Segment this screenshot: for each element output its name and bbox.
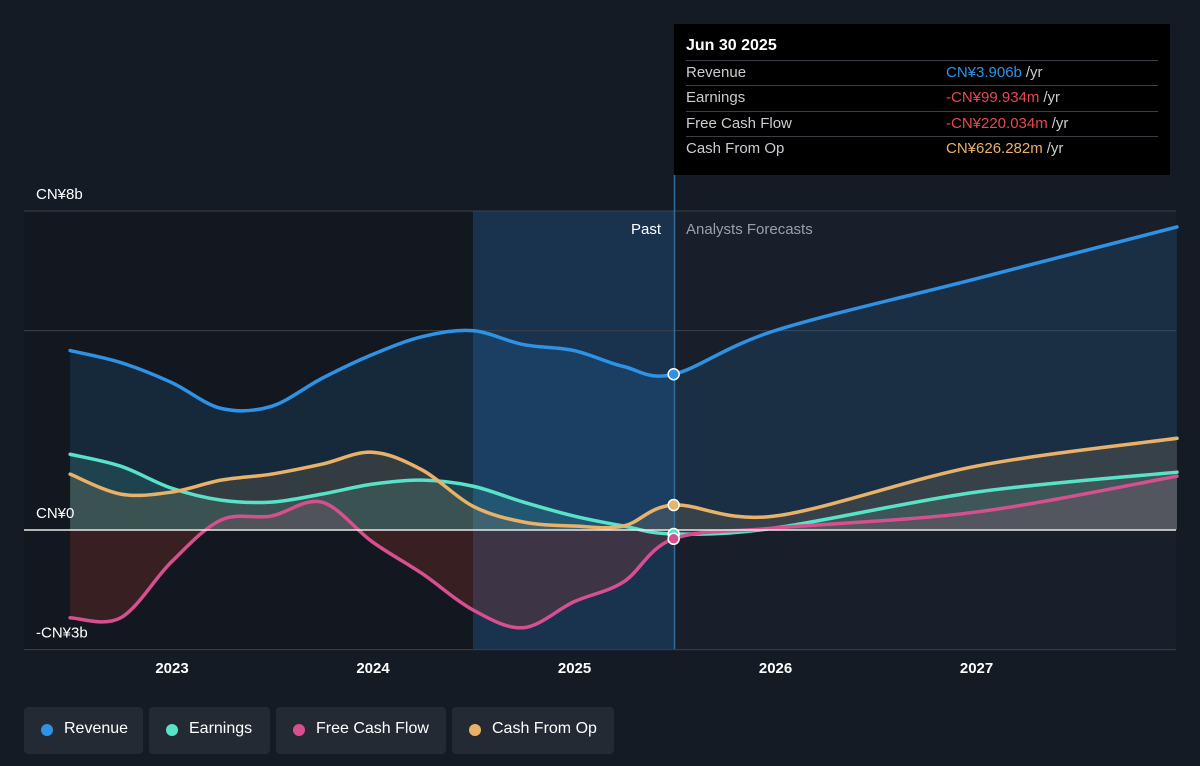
tooltip-value: -CN¥99.934m <box>946 89 1040 106</box>
area-fill-negative-free-cash-flow <box>70 530 1177 628</box>
legend-dot <box>469 724 481 736</box>
x-axis-label: 2026 <box>759 660 792 677</box>
x-axis-label: 2023 <box>155 660 188 677</box>
y-axis-label: -CN¥3b <box>36 625 88 642</box>
series-lines <box>68 225 1179 630</box>
tooltip-label: Earnings <box>686 89 746 106</box>
recent-past-highlight <box>473 211 674 649</box>
legend-dot <box>166 724 178 736</box>
series-line-earnings <box>68 452 1179 536</box>
marker-revenue <box>667 367 680 381</box>
legend-label: Free Cash Flow <box>316 720 429 737</box>
tooltip-label: Free Cash Flow <box>686 115 792 132</box>
tooltip-date: Jun 30 2025 <box>686 37 777 54</box>
x-axis-label: 2024 <box>356 660 390 677</box>
tooltip-value: CN¥626.282m <box>946 140 1043 157</box>
forecast-label: Analysts Forecasts <box>686 221 813 238</box>
series-line-cash-from-op <box>68 436 1179 530</box>
x-axis-labels: 2023 2024 2025 2026 2027 <box>155 660 993 677</box>
tooltip-label: Cash From Op <box>686 140 785 157</box>
tooltip-label: Revenue <box>686 64 747 81</box>
past-label: Past <box>631 221 662 238</box>
tooltip-value: CN¥3.906b <box>946 64 1022 81</box>
x-axis-label: 2025 <box>558 660 591 677</box>
area-fill-cash-from-op <box>70 438 1177 530</box>
tooltip-value: -CN¥220.034m <box>946 115 1048 132</box>
legend-item-cash-from-op[interactable]: Cash From Op <box>452 707 614 754</box>
tooltip-unit: /yr <box>1051 115 1069 132</box>
series-fills <box>70 226 1177 628</box>
tooltip-row-revenue: Revenue CN¥3.906b/yr <box>686 60 1158 86</box>
legend-label: Earnings <box>189 720 253 737</box>
tooltip-value-wrap: -CN¥99.934m/yr <box>946 89 1060 106</box>
legend-label: Cash From Op <box>492 720 597 737</box>
y-axis-label: CN¥8b <box>36 186 83 203</box>
tooltip-unit: /yr <box>1046 140 1064 157</box>
area-fill-revenue <box>70 226 1177 530</box>
tooltip-value-wrap: CN¥626.282m/yr <box>946 140 1063 157</box>
series-line-free-cash-flow <box>68 474 1179 630</box>
tooltip-unit: /yr <box>1025 64 1043 81</box>
legend-dot <box>293 724 305 736</box>
y-axis-labels: CN¥8b CN¥0 -CN¥3b <box>36 186 88 642</box>
legend-dot <box>41 724 53 736</box>
past-shade <box>24 211 473 649</box>
area-fill-earnings <box>70 454 1177 530</box>
marker-cash-from-op <box>667 498 680 512</box>
series-line-revenue <box>68 225 1179 413</box>
tooltip-value-wrap: -CN¥220.034m/yr <box>946 115 1068 132</box>
tooltip-unit: /yr <box>1043 89 1061 106</box>
tooltip-value-wrap: CN¥3.906b/yr <box>946 64 1043 81</box>
tooltip-row-cash-from-op: Cash From Op CN¥626.282m/yr <box>686 136 1158 162</box>
tooltip-row-earnings: Earnings -CN¥99.934m/yr <box>686 85 1158 111</box>
x-axis-label: 2027 <box>960 660 993 677</box>
legend-item-free-cash-flow[interactable]: Free Cash Flow <box>276 707 446 754</box>
y-axis-label: CN¥0 <box>36 505 74 522</box>
marker-free-cash-flow <box>667 532 680 546</box>
legend-item-earnings[interactable]: Earnings <box>149 707 270 754</box>
legend-item-revenue[interactable]: Revenue <box>24 707 143 754</box>
area-fill-free-cash-flow <box>70 476 1177 530</box>
tooltip: Jun 30 2025 Revenue CN¥3.906b/yr Earning… <box>674 24 1170 175</box>
legend-label: Revenue <box>64 720 129 737</box>
tooltip-row-free-cash-flow: Free Cash Flow -CN¥220.034m/yr <box>686 111 1158 137</box>
cursor-markers <box>667 367 680 546</box>
